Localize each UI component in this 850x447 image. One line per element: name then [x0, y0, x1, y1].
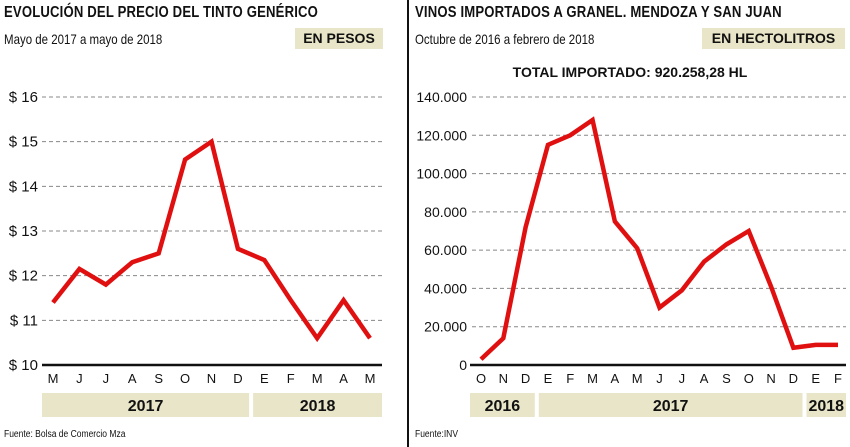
y-tick-label: 60.000 [424, 242, 467, 258]
x-tick-label: E [260, 371, 269, 386]
y-tick-label: 80.000 [424, 204, 467, 220]
left-chart-subtitle: Mayo de 2017 a mayo de 2018 [4, 31, 163, 47]
x-tick-label: N [499, 371, 508, 386]
x-tick-label: J [103, 371, 110, 386]
y-tick-label: 20.000 [424, 319, 467, 335]
data-line [479, 116, 838, 361]
x-tick-label: D [789, 371, 798, 386]
x-tick-label: M [632, 371, 643, 386]
year-band [470, 393, 535, 417]
x-tick-label: S [722, 371, 731, 386]
x-tick-label: O [476, 371, 486, 386]
y-tick-label: 0 [459, 357, 467, 373]
x-tick-label: E [811, 371, 820, 386]
year-band [538, 393, 803, 417]
right-source: Fuente:INV [415, 429, 459, 440]
year-label: 2016 [485, 398, 521, 415]
x-tick-label: D [233, 371, 242, 386]
y-tick-label: $ 10 [9, 357, 38, 374]
x-tick-label: J [656, 371, 663, 386]
x-tick-label: N [766, 371, 775, 386]
year-label: 2018 [300, 398, 336, 415]
year-band [253, 393, 382, 417]
year-label: 2017 [128, 398, 164, 415]
data-line [51, 137, 372, 343]
y-tick-label: 120.000 [416, 127, 467, 143]
x-tick-label: O [180, 371, 190, 386]
x-tick-label: J [679, 371, 686, 386]
y-tick-label: $ 15 [9, 134, 38, 151]
year-band [806, 393, 846, 417]
x-tick-label: N [207, 371, 216, 386]
x-tick-label: O [744, 371, 754, 386]
panel-divider [407, 0, 409, 447]
x-tick-label: F [834, 371, 842, 386]
y-tick-label: $ 14 [9, 178, 38, 195]
left-chart-title: EVOLUCIÓN DEL PRECIO DEL TINTO GENÉRICO [4, 4, 319, 21]
left-unit-badge: EN PESOS [295, 28, 383, 49]
y-tick-label: 40.000 [424, 280, 467, 296]
x-tick-label: A [611, 371, 620, 386]
x-tick-label: J [76, 371, 83, 386]
y-tick-label: $ 16 [9, 89, 38, 106]
x-tick-label: A [128, 371, 137, 386]
x-tick-label: S [154, 371, 163, 386]
x-tick-label: D [521, 371, 530, 386]
x-tick-label: E [544, 371, 553, 386]
year-label: 2017 [653, 398, 689, 415]
y-tick-label: 100.000 [416, 166, 467, 182]
x-tick-label: A [700, 371, 709, 386]
x-tick-label: M [312, 371, 323, 386]
x-tick-label: A [339, 371, 348, 386]
y-tick-label: $ 12 [9, 268, 38, 285]
total-imported-annotation: TOTAL IMPORTADO: 920.258,28 HL [512, 64, 748, 80]
x-tick-label: M [365, 371, 376, 386]
year-label: 2018 [808, 398, 844, 415]
left-source: Fuente: Bolsa de Comercio Mza [4, 429, 126, 440]
right-unit-badge: EN HECTOLITROS [702, 28, 845, 49]
x-tick-label: M [48, 371, 59, 386]
right-chart-subtitle: Octubre de 2016 a febrero de 2018 [415, 31, 595, 47]
x-tick-label: F [566, 371, 574, 386]
y-tick-label: $ 13 [9, 223, 38, 240]
x-tick-label: F [287, 371, 295, 386]
year-band [42, 393, 250, 417]
y-tick-label: $ 11 [10, 312, 38, 329]
y-tick-label: 140.000 [416, 89, 467, 105]
right-chart-title: VINOS IMPORTADOS A GRANEL. MENDOZA Y SAN… [415, 4, 782, 21]
x-tick-label: M [587, 371, 598, 386]
